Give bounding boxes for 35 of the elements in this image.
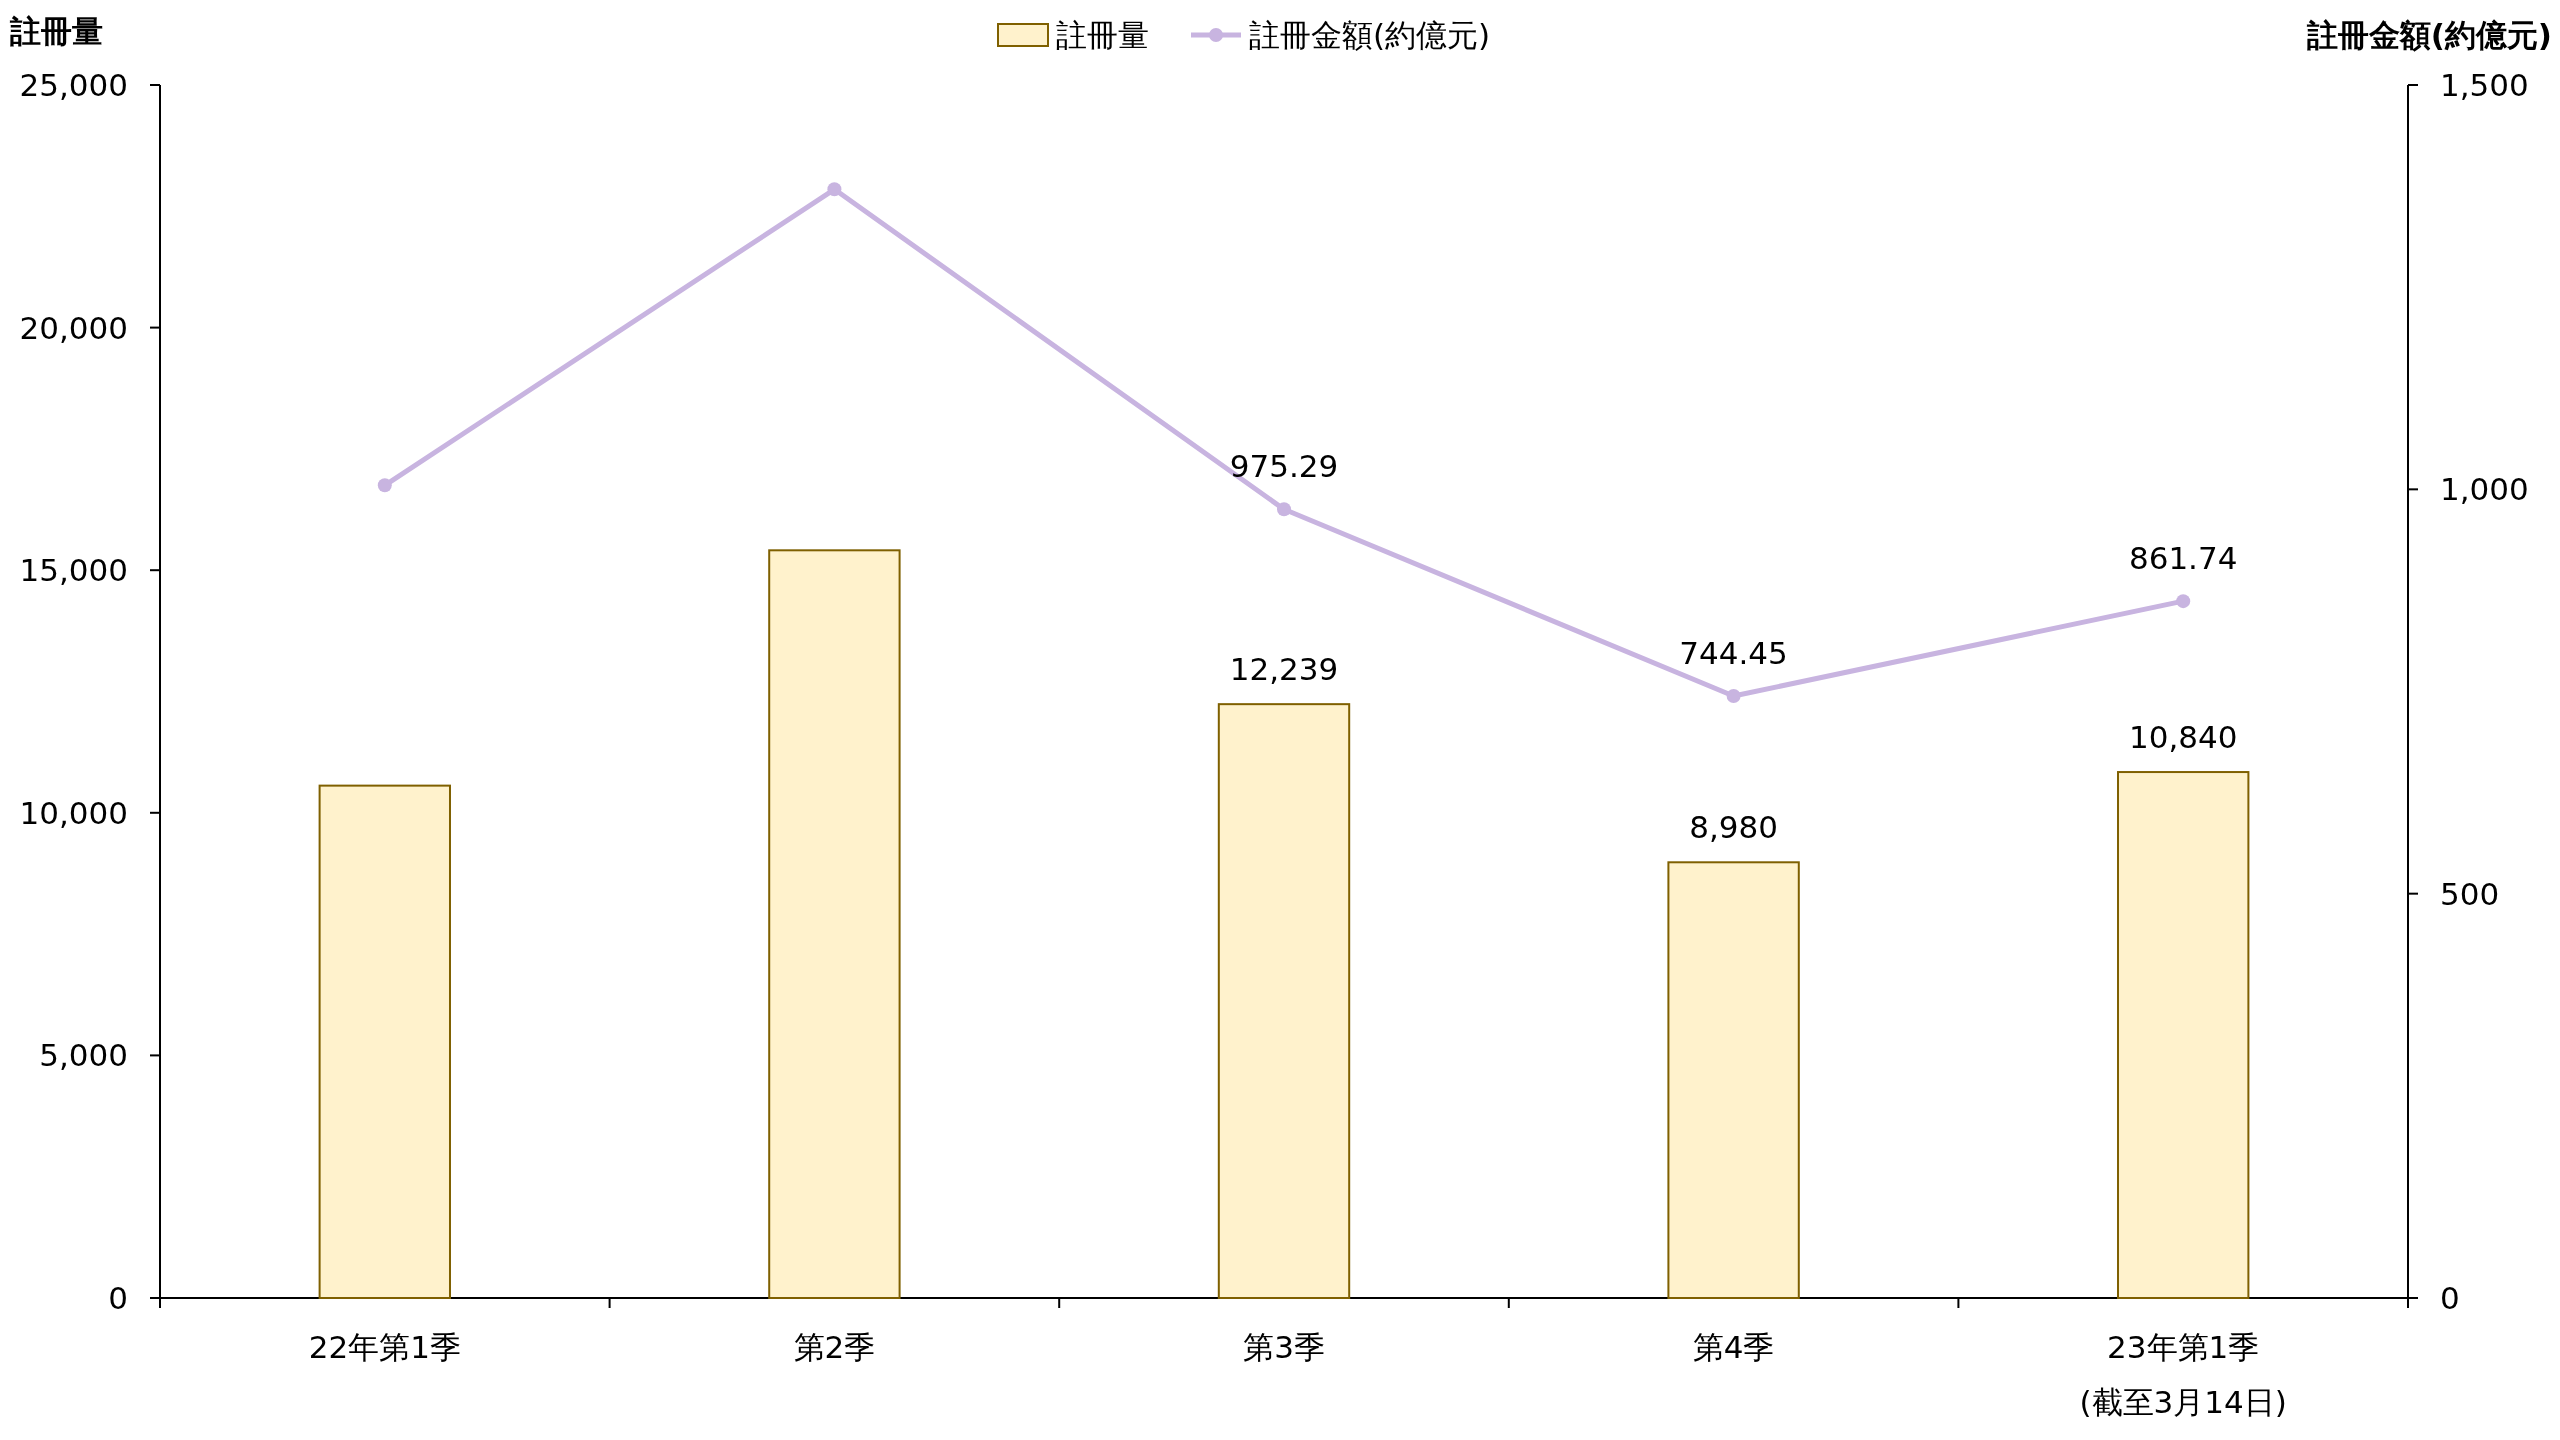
x-tick-label: 第4季	[1692, 1329, 1775, 1365]
legend-label: 註冊金額(約億元)	[1249, 17, 1491, 53]
data-label: 861.74	[2128, 540, 2238, 577]
data-label: 744.45	[1679, 634, 1788, 671]
y-axis-title: 註冊量	[9, 13, 103, 49]
y-tick-label: 20,000	[19, 309, 128, 346]
point	[377, 478, 392, 493]
x-tick-label: 22年第1季	[308, 1329, 461, 1365]
y-tick-label: 25,000	[19, 67, 128, 103]
legend-label: 註冊量	[1056, 17, 1149, 53]
point	[1277, 502, 1291, 517]
y-tick-label: 0	[108, 1280, 128, 1316]
y-tick-label: 10,000	[19, 794, 128, 831]
y2-axis-title: 註冊金額(約億元)	[2305, 17, 2552, 53]
y2-tick-label: 1,000	[2440, 471, 2529, 508]
x-tick-label: 第2季	[793, 1329, 876, 1365]
y2-tick-label: 500	[2440, 875, 2500, 912]
y-tick-label: 5,000	[39, 1037, 128, 1074]
x-tick-label: 23年第1季 (截至3月14日)	[2079, 1329, 2287, 1420]
data-label: 8,980	[1689, 809, 1778, 846]
data-label: 975.29	[1229, 448, 1339, 485]
bar	[318, 784, 451, 1299]
bar	[2117, 771, 2250, 1299]
data-label: 12,239	[1229, 651, 1339, 688]
bar	[1667, 861, 1800, 1299]
y2-tick-label: 0	[2440, 1280, 2460, 1316]
x-tick-label: 第3季	[1243, 1329, 1325, 1365]
data-label: 10,840	[2128, 719, 2238, 756]
bar	[1217, 703, 1351, 1299]
point	[1726, 688, 1741, 703]
point	[827, 182, 842, 197]
point	[2176, 594, 2191, 609]
y2-tick-label: 1,500	[2440, 67, 2529, 103]
bar	[768, 549, 901, 1299]
y-tick-label: 15,000	[19, 552, 128, 589]
